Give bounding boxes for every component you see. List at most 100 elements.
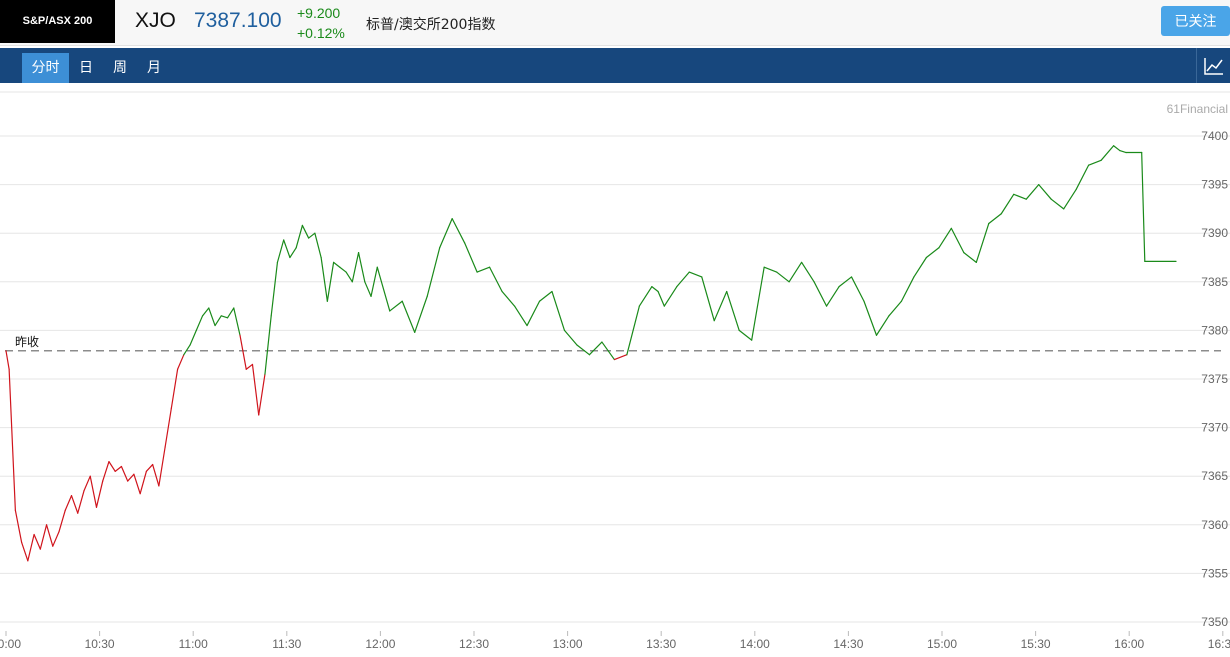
series-segment <box>283 239 291 259</box>
series-segment <box>339 266 347 273</box>
series-segment <box>913 256 928 278</box>
series-segment <box>688 271 703 278</box>
series-segment <box>145 463 154 472</box>
series-segment <box>102 461 110 482</box>
index-logo: S&P/ASX 200 <box>0 0 115 43</box>
series-segment <box>738 329 753 341</box>
series-segment <box>601 341 616 361</box>
y-tick-label: 7365 <box>1201 469 1228 483</box>
y-tick-label: 7355 <box>1201 566 1228 580</box>
series-segment <box>39 524 48 550</box>
series-segment <box>800 261 815 283</box>
x-tick-label: 10:30 <box>85 637 115 651</box>
series-segment <box>220 315 229 319</box>
series-segment <box>513 305 528 327</box>
series-segment <box>251 363 260 416</box>
tab-intraday[interactable]: 分时 <box>22 53 69 83</box>
tab-monthly[interactable]: 月 <box>147 60 161 76</box>
price-series <box>5 145 1177 562</box>
series-segment <box>1038 183 1052 200</box>
follow-button[interactable]: 已关注 <box>1161 6 1230 36</box>
y-tick-label: 7385 <box>1201 275 1228 289</box>
series-segment <box>264 315 272 375</box>
series-segment <box>464 242 478 273</box>
series-segment <box>70 495 79 514</box>
series-segment <box>370 266 378 297</box>
series-segment <box>314 232 322 259</box>
y-tick-label: 7390 <box>1201 226 1228 240</box>
series-segment <box>226 307 235 319</box>
quote-header: S&P/ASX 200 XJO 7387.100 +9.200 +0.12% 标… <box>0 0 1230 46</box>
series-segment <box>326 261 335 302</box>
series-segment <box>788 261 803 283</box>
series-segment <box>1063 188 1077 210</box>
series-segment <box>439 218 453 249</box>
series-segment <box>21 541 29 562</box>
series-segment <box>58 509 66 533</box>
series-segment <box>27 533 35 562</box>
series-segment <box>258 373 266 416</box>
series-segment <box>239 334 247 370</box>
series-segment <box>538 290 553 302</box>
series-segment <box>357 252 366 283</box>
intraday-chart: 61Financial 7350 7355 7360 7365 7370 7375 7380… <box>0 91 1230 651</box>
series-segment <box>588 341 603 356</box>
series-segment <box>201 307 210 317</box>
index-name: 标普/澳交所200指数 <box>366 17 496 33</box>
series-segment <box>177 354 185 370</box>
x-tick-label: 13:30 <box>646 637 676 651</box>
series-segment <box>1013 193 1027 200</box>
period-tabbar: 分时 日 周 月 <box>0 48 1230 83</box>
y-tick-label: 7360 <box>1201 518 1228 532</box>
series-segment <box>77 490 85 514</box>
series-segment <box>1000 193 1015 215</box>
x-axis-ticks: 10:00 10:30 11:00 11:30 12:00 12:30 13:00 13:30… <box>0 631 1230 651</box>
change-percent: +0.12% <box>297 25 345 41</box>
x-tick-label: 15:30 <box>1021 637 1051 651</box>
series-segment <box>726 290 740 331</box>
last-price: 7387.100 <box>194 9 282 32</box>
y-tick-label: 7400 <box>1201 129 1228 143</box>
grid-lines <box>0 91 1230 623</box>
series-segment <box>158 446 166 487</box>
series-segment <box>551 290 566 331</box>
series-segment <box>988 213 1002 225</box>
series-segment <box>900 276 915 302</box>
series-segment <box>925 247 940 259</box>
series-segment <box>289 247 297 259</box>
series-segment <box>295 224 303 249</box>
series-segment <box>95 480 104 508</box>
series-segment <box>489 266 503 293</box>
prev-close-label: 昨收 <box>15 335 39 349</box>
tab-daily[interactable]: 日 <box>79 60 93 76</box>
tab-weekly[interactable]: 周 <box>113 60 127 76</box>
y-tick-label: 7350 <box>1201 615 1228 629</box>
series-segment <box>963 252 977 263</box>
series-segment <box>1050 198 1065 210</box>
x-tick-label: 14:00 <box>740 637 770 651</box>
series-segment <box>426 247 441 297</box>
series-segment <box>713 290 728 322</box>
series-segment <box>308 232 316 239</box>
chart-type-icon[interactable] <box>1196 48 1230 83</box>
series-segment <box>1119 149 1127 154</box>
series-segment <box>763 266 778 273</box>
series-segment <box>1088 159 1102 166</box>
change-value: +9.200 <box>297 5 341 21</box>
series-segment <box>751 266 765 341</box>
series-segment <box>245 363 254 370</box>
series-segment <box>270 261 279 317</box>
series-segment <box>626 305 640 356</box>
series-segment <box>120 465 129 482</box>
series-segment <box>657 290 665 307</box>
series-segment <box>320 256 328 302</box>
series-segment <box>389 300 403 312</box>
series-segment <box>501 290 516 307</box>
x-tick-label: 11:30 <box>272 637 301 651</box>
series-segment <box>233 307 241 336</box>
series-segment <box>651 286 659 293</box>
series-segment <box>83 475 91 492</box>
watermark: 61Financial <box>1167 102 1228 116</box>
series-segment <box>813 281 828 307</box>
x-tick-label: 10:00 <box>0 637 21 651</box>
